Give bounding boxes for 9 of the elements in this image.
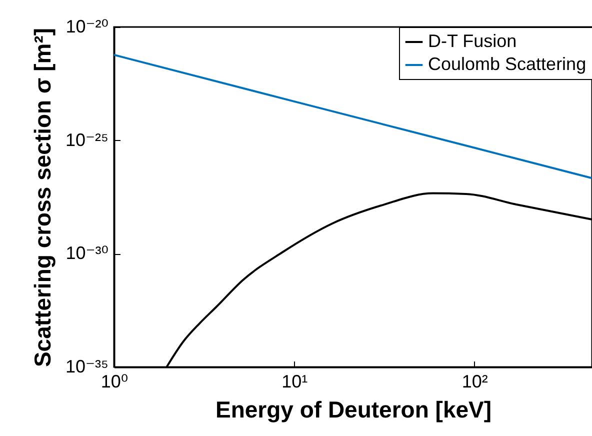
y-tick-label: 10⁻³⁰	[66, 243, 108, 264]
legend-label: Coulomb Scattering	[428, 54, 586, 74]
y-tick-label: 10⁻²⁰	[66, 16, 108, 36]
y-tick-label: 10⁻²⁵	[66, 130, 108, 150]
x-tick-label: 10¹	[282, 372, 308, 392]
y-axis-title: Scattering cross section σ [m²]	[30, 28, 56, 368]
legend-label: D-T Fusion	[428, 31, 517, 51]
x-tick-label: 10²	[462, 372, 488, 392]
x-axis-title: Energy of Deuteron [keV]	[215, 396, 492, 422]
